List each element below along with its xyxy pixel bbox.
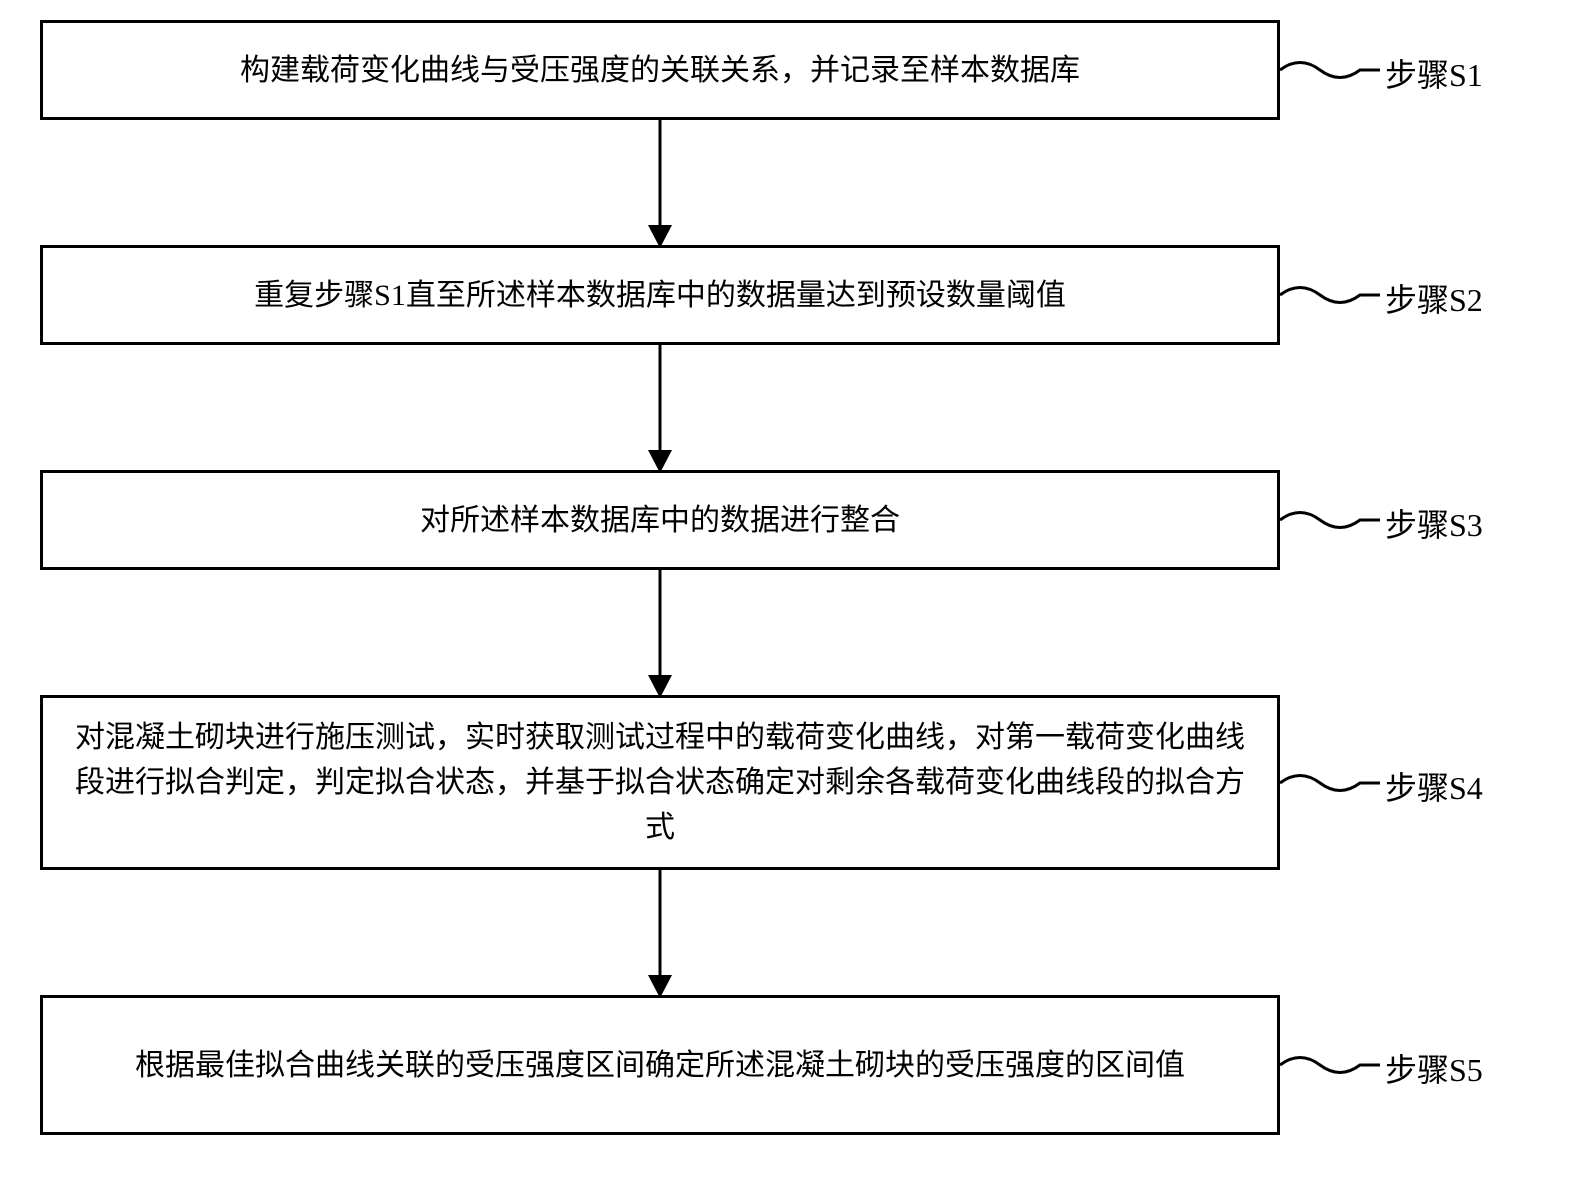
step-label-s5: 步骤S5 [1385, 1045, 1483, 1091]
connector-squiggle-s3 [1280, 500, 1380, 540]
arrow-s3-s4 [640, 570, 680, 700]
step-box-s2: 重复步骤S1直至所述样本数据库中的数据量达到预设数量阈值 [40, 245, 1280, 345]
arrow-s1-s2 [640, 120, 680, 250]
arrow-s4-s5 [640, 870, 680, 1000]
step-row-s1: 构建载荷变化曲线与受压强度的关联关系，并记录至样本数据库 步骤S1 [40, 20, 1540, 120]
step-box-s3: 对所述样本数据库中的数据进行整合 [40, 470, 1280, 570]
step-text-s4: 对混凝土砌块进行施压测试，实时获取测试过程中的载荷变化曲线，对第一载荷变化曲线段… [73, 715, 1247, 850]
step-row-s5: 根据最佳拟合曲线关联的受压强度区间确定所述混凝土砌块的受压强度的区间值 步骤S5 [40, 995, 1540, 1135]
connector-squiggle-s4 [1280, 763, 1380, 803]
step-label-s3: 步骤S3 [1385, 500, 1483, 546]
step-label-s2: 步骤S2 [1385, 275, 1483, 321]
step-text-s3: 对所述样本数据库中的数据进行整合 [420, 498, 900, 543]
step-row-s4: 对混凝土砌块进行施压测试，实时获取测试过程中的载荷变化曲线，对第一载荷变化曲线段… [40, 695, 1540, 870]
step-text-s2: 重复步骤S1直至所述样本数据库中的数据量达到预设数量阈值 [254, 273, 1066, 318]
step-row-s2: 重复步骤S1直至所述样本数据库中的数据量达到预设数量阈值 步骤S2 [40, 245, 1540, 345]
step-text-s5: 根据最佳拟合曲线关联的受压强度区间确定所述混凝土砌块的受压强度的区间值 [135, 1043, 1185, 1088]
step-text-s1: 构建载荷变化曲线与受压强度的关联关系，并记录至样本数据库 [240, 48, 1080, 93]
step-box-s1: 构建载荷变化曲线与受压强度的关联关系，并记录至样本数据库 [40, 20, 1280, 120]
connector-squiggle-s1 [1280, 50, 1380, 90]
step-label-s4: 步骤S4 [1385, 763, 1483, 809]
connector-squiggle-s2 [1280, 275, 1380, 315]
step-row-s3: 对所述样本数据库中的数据进行整合 步骤S3 [40, 470, 1540, 570]
step-box-s5: 根据最佳拟合曲线关联的受压强度区间确定所述混凝土砌块的受压强度的区间值 [40, 995, 1280, 1135]
arrow-s2-s3 [640, 345, 680, 475]
step-box-s4: 对混凝土砌块进行施压测试，实时获取测试过程中的载荷变化曲线，对第一载荷变化曲线段… [40, 695, 1280, 870]
connector-squiggle-s5 [1280, 1045, 1380, 1085]
step-label-s1: 步骤S1 [1385, 50, 1483, 96]
